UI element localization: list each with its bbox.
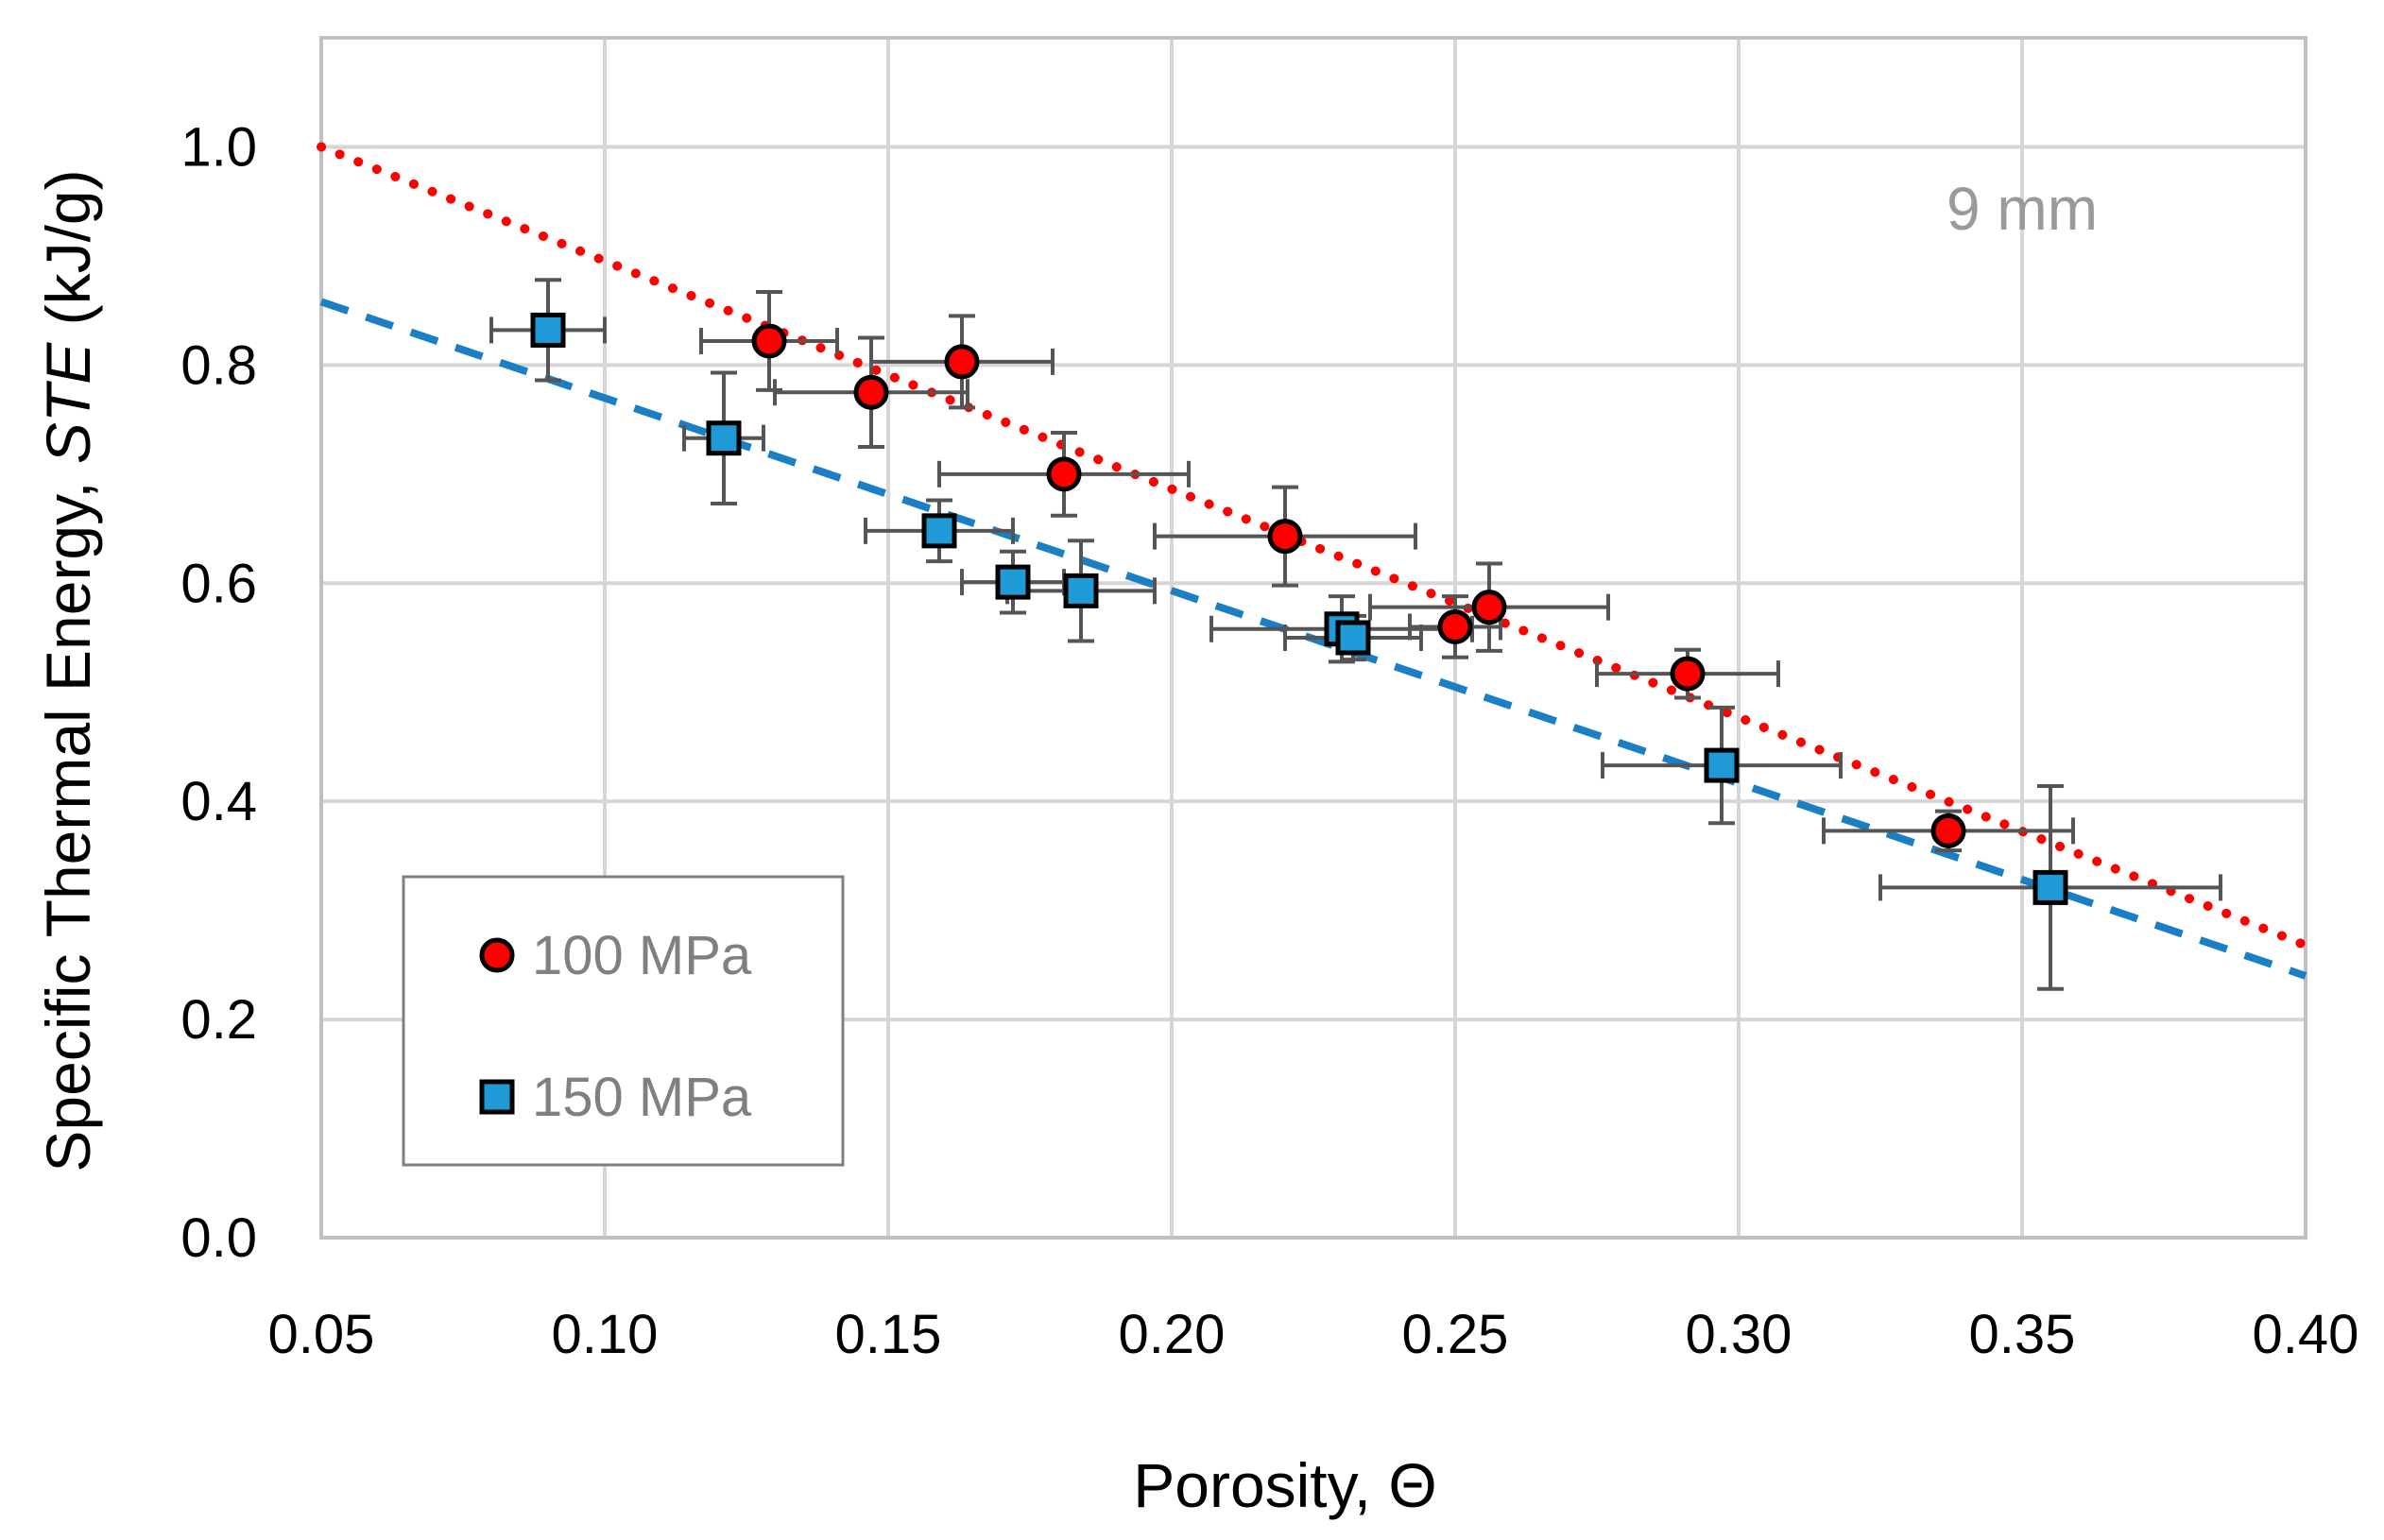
y-tick-label: 0.2 <box>180 989 257 1051</box>
y-tick-label: 0.0 <box>180 1207 257 1269</box>
data-point-150mpa <box>2032 869 2068 905</box>
data-point-150mpa <box>706 420 742 456</box>
annotation-label: 9 mm <box>1947 175 2098 243</box>
y-axis-title: Specific Thermal Energy, STE (kJ/g) <box>33 169 103 1172</box>
x-axis-title: Porosity, Θ <box>1133 1450 1437 1520</box>
legend-label-150mpa: 150 MPa <box>532 1067 752 1128</box>
y-tick-label: 0.8 <box>180 334 257 396</box>
y-axis-title-main: Specific Thermal Energy, <box>33 464 103 1172</box>
y-tick-label: 1.0 <box>180 116 257 178</box>
data-point-100mpa <box>1930 813 1966 848</box>
data-point-150mpa <box>530 312 566 348</box>
legend-marker-150mpa <box>479 1079 515 1115</box>
data-point-100mpa <box>853 374 889 410</box>
trendline-100mpa <box>317 142 2310 950</box>
legend: 100 MPa 150 MPa <box>402 875 845 1167</box>
y-axis-title-unit: (kJ/g) <box>33 169 103 342</box>
y-axis-title-italic: STE <box>33 342 103 464</box>
data-points <box>530 312 2068 905</box>
data-point-150mpa <box>995 564 1031 600</box>
x-tick-label: 0.15 <box>835 1304 942 1365</box>
x-tick-label: 0.10 <box>552 1304 659 1365</box>
data-point-150mpa <box>1704 747 1740 783</box>
y-tick-label: 0.4 <box>180 771 257 832</box>
data-point-100mpa <box>1670 656 1706 692</box>
legend-marker-100mpa <box>479 937 515 973</box>
legend-label-100mpa: 100 MPa <box>532 925 752 986</box>
data-point-100mpa <box>1046 456 1082 492</box>
y-tick-label: 0.6 <box>180 553 257 614</box>
tick-labels: 0.05 0.10 0.15 0.20 0.25 0.30 0.35 0.40 0.0 0.2 0.… <box>180 116 2358 1365</box>
x-tick-label: 0.20 <box>1119 1304 1226 1365</box>
x-tick-label: 0.35 <box>1969 1304 2076 1365</box>
data-point-100mpa <box>944 344 980 380</box>
x-tick-label: 0.30 <box>1686 1304 1792 1365</box>
data-point-100mpa <box>1437 608 1473 644</box>
data-point-100mpa <box>1267 519 1303 555</box>
x-tick-label: 0.05 <box>268 1304 375 1365</box>
data-point-150mpa <box>1335 620 1371 656</box>
x-tick-label: 0.40 <box>2253 1304 2359 1365</box>
x-tick-label: 0.25 <box>1402 1304 1509 1365</box>
data-point-150mpa <box>921 513 957 549</box>
plot-area-frame <box>319 36 2307 1240</box>
data-point-100mpa <box>751 323 787 359</box>
data-point-100mpa <box>1471 590 1507 625</box>
legend-box <box>402 875 845 1167</box>
data-point-150mpa <box>1063 573 1099 608</box>
